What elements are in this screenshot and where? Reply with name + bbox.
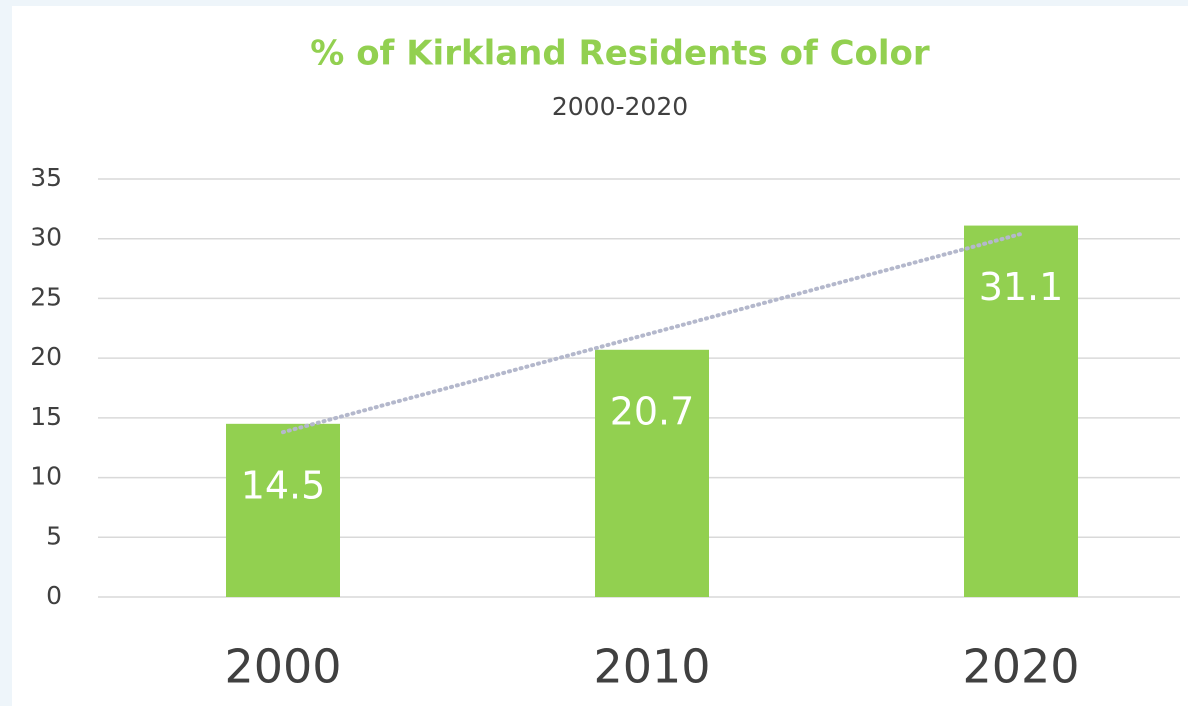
bar — [595, 349, 709, 597]
chart-title: % of Kirkland Residents of Color — [310, 34, 930, 74]
chart-subtitle: 2000-2020 — [552, 92, 688, 121]
y-tick-label: 10 — [30, 462, 62, 491]
y-tick-label: 15 — [30, 402, 62, 431]
bar — [964, 225, 1078, 597]
y-tick-label: 30 — [30, 223, 62, 252]
y-tick-label: 5 — [46, 521, 62, 550]
bar — [226, 423, 340, 597]
data-label: 31.1 — [979, 265, 1064, 309]
x-tick-label: 2020 — [962, 640, 1079, 694]
y-tick-label: 25 — [30, 282, 62, 311]
x-tick-label: 2010 — [593, 640, 710, 694]
x-tick-label: 2000 — [224, 640, 341, 694]
data-label: 14.5 — [241, 463, 326, 507]
trendline — [281, 231, 1023, 435]
y-tick-label: 0 — [46, 581, 62, 610]
data-label: 20.7 — [610, 389, 695, 433]
y-tick-label: 35 — [30, 163, 62, 192]
y-tick-label: 20 — [30, 342, 62, 371]
